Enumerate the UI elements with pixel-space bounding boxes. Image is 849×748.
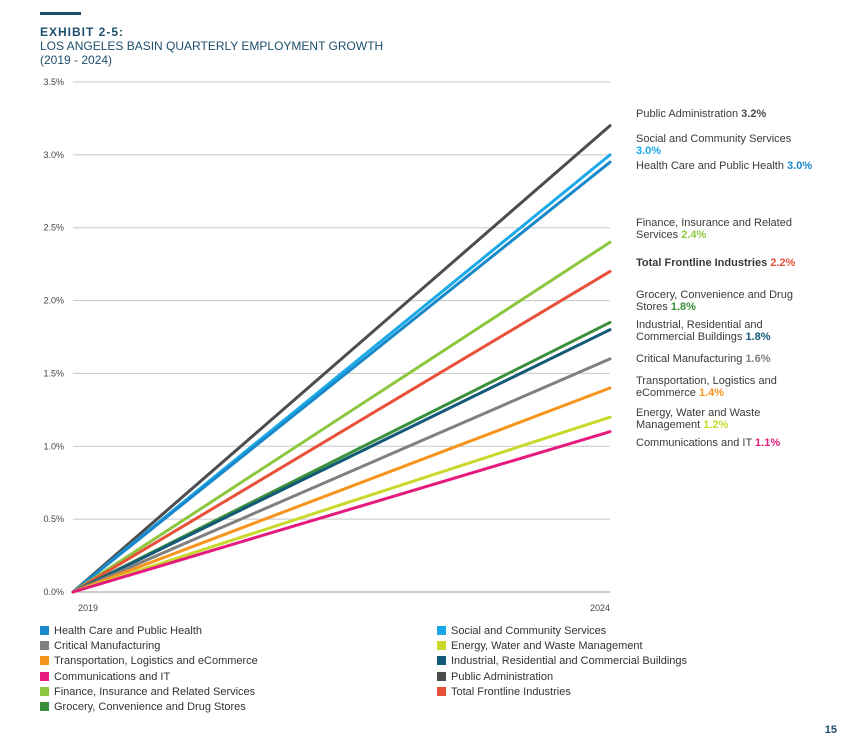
annotation-public_admin: Public Administration 3.2% (636, 108, 816, 120)
legend-swatch (437, 671, 446, 681)
annotation-label: Health Care and Public Health (636, 160, 788, 172)
annotation-value: 2.2% (770, 257, 796, 269)
annotation-label: Public Administration (636, 108, 742, 120)
legend-label: Grocery, Convenience and Drug Stores (54, 701, 246, 713)
legend-swatch (40, 626, 49, 635)
legend-item: Health Care and Public Health (40, 625, 202, 637)
annotation-health: Health Care and Public Health 3.0% (636, 160, 816, 172)
legend-item: Critical Manufacturing (40, 640, 160, 652)
legend-label: Social and Community Services (451, 625, 607, 637)
chart-subtitle: (2019 - 2024) (40, 53, 113, 67)
annotation-value: 2.4% (681, 229, 707, 241)
y-tick-label: 0.5% (43, 514, 64, 524)
header-accent-bar (40, 12, 81, 15)
legend-label: Total Frontline Industries (451, 685, 571, 698)
annotation-label: Total Frontline Industries (636, 257, 771, 269)
annotation-transport: Transportation, Logistics and eCommerce … (636, 375, 816, 399)
legend-swatch (437, 686, 446, 696)
exhibit-label: EXHIBIT 2-5: (40, 25, 125, 39)
annotation-label: Social and Community Services (636, 133, 792, 145)
legend-label: Energy, Water and Waste Management (451, 640, 643, 653)
series-line-critical (71, 357, 612, 594)
x-tick-label: 2024 (590, 603, 610, 613)
annotation-comms: Communications and IT 1.1% (636, 437, 816, 449)
legend-label: Critical Manufacturing (54, 640, 161, 653)
annotation-label: Transportation, Logistics and eCommerce (636, 375, 777, 399)
annotation-value: 1.8% (745, 331, 771, 343)
annotation-label: Finance, Insurance and Related Services (636, 217, 792, 241)
legend-swatch (40, 686, 49, 696)
legend-item: Industrial, Residential and Commercial B… (437, 655, 687, 667)
legend-item: Transportation, Logistics and eCommerce (40, 655, 258, 667)
series-line-comms (71, 430, 612, 594)
annotation-value: 3.0% (636, 145, 662, 157)
legend-swatch (40, 702, 49, 711)
annotation-energy: Energy, Water and Waste Management 1.2% (636, 407, 816, 431)
annotation-grocery: Grocery, Convenience and Drug Stores 1.8… (636, 289, 816, 313)
y-tick-label: 0.0% (43, 587, 64, 597)
y-tick-label: 1.5% (43, 368, 64, 378)
y-tick-label: 1.0% (43, 441, 64, 451)
annotation-social: Social and Community Services 3.0% (636, 133, 816, 157)
annotation-label: Grocery, Convenience and Drug Stores (636, 289, 793, 313)
annotation-label: Communications and IT (636, 437, 756, 449)
annotation-value: 1.8% (670, 301, 696, 313)
annotation-label: Critical Manufacturing (636, 353, 746, 365)
legend-swatch (437, 626, 446, 635)
series-line-finance (71, 240, 612, 594)
line-chart: 0.0% 0.5% 1.0% 1.5% 2.0% 2.5% 3.0% 3.5% 2019 2024 (43, 77, 612, 613)
x-tick-label: 2019 (78, 603, 98, 613)
legend-item: Grocery, Convenience and Drug Stores (40, 701, 246, 713)
legend-swatch (437, 656, 446, 666)
annotation-value: 3.0% (787, 160, 813, 172)
series-line-industrial (71, 328, 612, 594)
series-line-frontline (71, 269, 612, 594)
legend-item: Public Administration (437, 671, 553, 683)
chart-title: LOS ANGELES BASIN QUARTERLY EMPLOYMENT G… (40, 39, 384, 53)
y-tick-label: 3.0% (43, 150, 64, 160)
annotation-value: 1.6% (745, 353, 771, 365)
annotation-critical: Critical Manufacturing 1.6% (636, 353, 816, 365)
y-tick-label: 2.0% (43, 296, 64, 306)
y-tick-label: 3.5% (43, 77, 64, 87)
legend-label: Transportation, Logistics and eCommerce (54, 655, 258, 668)
legend-swatch (40, 671, 49, 681)
annotation-finance: Finance, Insurance and Related Services … (636, 217, 816, 241)
legend-label: Communications and IT (54, 670, 171, 683)
page-number: 15 (824, 724, 837, 736)
legend-swatch (437, 641, 446, 651)
annotation-value: 3.2% (741, 108, 767, 120)
legend-item: Energy, Water and Waste Management (437, 640, 643, 652)
annotation-value: 1.1% (755, 437, 781, 449)
legend-item: Communications and IT (40, 671, 170, 683)
annotation-label: Energy, Water and Waste Management (636, 407, 761, 431)
legend-item: Finance, Insurance and Related Services (40, 686, 255, 698)
legend-label: Finance, Insurance and Related Services (54, 685, 256, 698)
series-line-energy (71, 415, 612, 594)
annotation-industrial: Industrial, Residential and Commercial B… (636, 319, 816, 343)
annotation-label: Industrial, Residential and Commercial B… (636, 319, 763, 343)
legend-item: Total Frontline Industries (437, 686, 571, 698)
annotation-frontline: Total Frontline Industries 2.2% (636, 257, 816, 269)
legend-label: Public Administration (451, 670, 554, 683)
series-line-transport (71, 386, 612, 594)
y-tick-label: 2.5% (43, 223, 64, 233)
legend-label: Health Care and Public Health (54, 625, 202, 637)
annotation-value: 1.4% (698, 387, 725, 399)
annotation-value: 1.2% (703, 419, 729, 431)
legend-swatch (40, 641, 49, 651)
legend-item: Social and Community Services (437, 625, 606, 637)
series-line-public_admin (71, 124, 612, 594)
series-line-health (71, 160, 612, 594)
legend-swatch (40, 656, 49, 666)
legend-label: Industrial, Residential and Commercial B… (451, 655, 688, 668)
